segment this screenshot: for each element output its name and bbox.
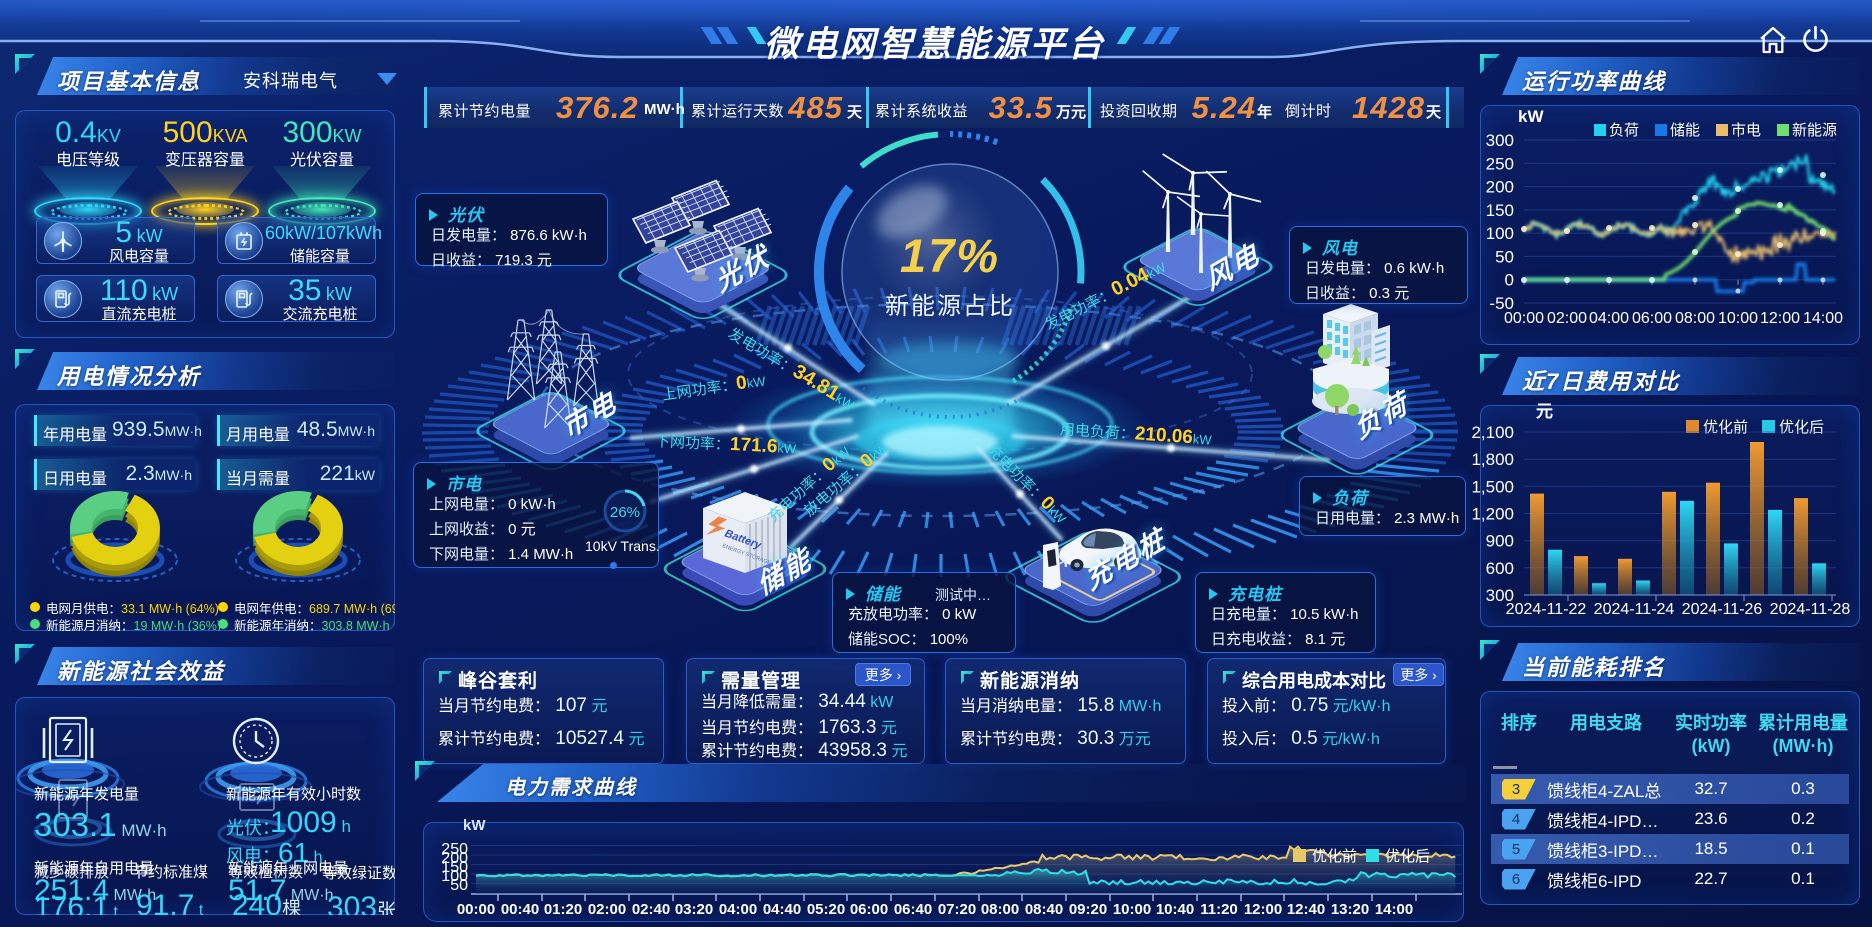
- svg-text:13:20: 13:20: [1331, 901, 1369, 918]
- svg-text:07:20: 07:20: [938, 901, 976, 918]
- svg-text:200: 200: [441, 850, 468, 867]
- svg-text:06:40: 06:40: [894, 901, 932, 918]
- svg-text:14:00: 14:00: [1803, 310, 1843, 327]
- svg-text:2,100: 2,100: [1471, 423, 1514, 442]
- svg-text:150: 150: [1486, 201, 1514, 220]
- svg-text:12:40: 12:40: [1287, 901, 1325, 918]
- svg-text:-50: -50: [1489, 294, 1514, 313]
- svg-text:01:20: 01:20: [544, 901, 582, 918]
- svg-text:优化后: 优化后: [1385, 848, 1430, 865]
- svg-text:2024-11-22: 2024-11-22: [1506, 601, 1587, 618]
- svg-text:00:40: 00:40: [501, 901, 539, 918]
- svg-text:12:00: 12:00: [1760, 310, 1800, 327]
- svg-text:2024-11-28: 2024-11-28: [1770, 601, 1851, 618]
- svg-text:1,800: 1,800: [1471, 450, 1514, 469]
- svg-text:负荷: 负荷: [1609, 122, 1639, 139]
- svg-text:12:00: 12:00: [1244, 901, 1282, 918]
- svg-text:优化前: 优化前: [1312, 848, 1357, 865]
- svg-text:0: 0: [1505, 271, 1514, 290]
- svg-text:新能源: 新能源: [1792, 122, 1837, 139]
- svg-text:08:40: 08:40: [1025, 901, 1063, 918]
- svg-text:300: 300: [1486, 131, 1514, 150]
- svg-text:11:20: 11:20: [1200, 901, 1238, 918]
- svg-text:kW: kW: [463, 817, 486, 834]
- svg-text:08:00: 08:00: [1675, 310, 1715, 327]
- svg-text:04:00: 04:00: [719, 901, 757, 918]
- svg-text:储能: 储能: [1670, 122, 1700, 139]
- svg-text:2024-11-26: 2024-11-26: [1682, 601, 1763, 618]
- svg-text:04:40: 04:40: [763, 901, 801, 918]
- svg-text:10:00: 10:00: [1113, 901, 1151, 918]
- svg-text:50: 50: [1495, 247, 1514, 266]
- svg-text:06:00: 06:00: [850, 901, 888, 918]
- svg-text:300: 300: [1486, 586, 1514, 605]
- svg-text:10:00: 10:00: [1718, 310, 1758, 327]
- svg-text:100: 100: [441, 868, 468, 885]
- svg-text:50: 50: [450, 877, 468, 894]
- svg-text:2024-11-24: 2024-11-24: [1594, 601, 1675, 618]
- svg-text:900: 900: [1486, 532, 1514, 551]
- svg-text:1,200: 1,200: [1471, 505, 1514, 524]
- svg-text:10:40: 10:40: [1156, 901, 1194, 918]
- svg-text:250: 250: [1486, 154, 1514, 173]
- svg-text:200: 200: [1486, 178, 1514, 197]
- svg-text:00:00: 00:00: [1504, 310, 1544, 327]
- svg-text:02:00: 02:00: [1547, 310, 1587, 327]
- svg-text:09:20: 09:20: [1069, 901, 1107, 918]
- svg-text:03:20: 03:20: [675, 901, 713, 918]
- svg-text:优化后: 优化后: [1779, 419, 1824, 436]
- svg-text:26%: 26%: [610, 504, 640, 521]
- svg-text:元: 元: [1536, 402, 1553, 421]
- svg-text:04:00: 04:00: [1589, 310, 1629, 327]
- svg-text:600: 600: [1486, 559, 1514, 578]
- svg-text:00:00: 00:00: [457, 901, 495, 918]
- svg-text:市电: 市电: [1731, 122, 1761, 139]
- svg-text:08:00: 08:00: [981, 901, 1019, 918]
- svg-text:05:20: 05:20: [807, 901, 845, 918]
- svg-text:100: 100: [1486, 224, 1514, 243]
- svg-text:06:00: 06:00: [1632, 310, 1672, 327]
- svg-text:kW: kW: [1518, 107, 1544, 126]
- svg-text:02:00: 02:00: [588, 901, 626, 918]
- svg-text:250: 250: [441, 841, 468, 858]
- svg-text:1,500: 1,500: [1471, 477, 1514, 496]
- svg-text:优化前: 优化前: [1703, 419, 1748, 436]
- svg-text:02:40: 02:40: [632, 901, 670, 918]
- svg-text:150: 150: [441, 859, 468, 876]
- svg-text:14:00: 14:00: [1375, 901, 1413, 918]
